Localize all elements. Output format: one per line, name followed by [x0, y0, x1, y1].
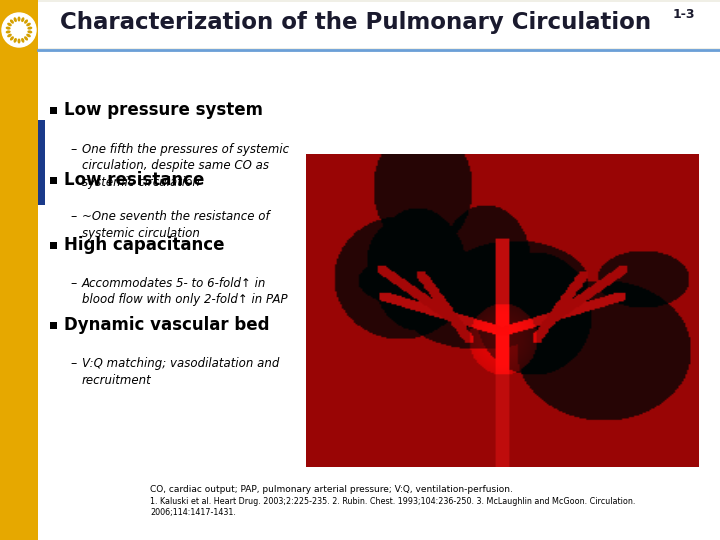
- Text: 2006;114:1417-1431.: 2006;114:1417-1431.: [150, 509, 236, 517]
- FancyBboxPatch shape: [50, 242, 57, 249]
- Text: One fifth the pressures of systemic
circulation, despite same CO as
systemic cir: One fifth the pressures of systemic circ…: [82, 143, 289, 189]
- Ellipse shape: [24, 36, 28, 40]
- Ellipse shape: [24, 19, 28, 24]
- Ellipse shape: [14, 38, 17, 43]
- Text: ~One seventh the resistance of
systemic circulation: ~One seventh the resistance of systemic …: [82, 210, 269, 240]
- FancyBboxPatch shape: [50, 322, 57, 329]
- Text: High capacitance: High capacitance: [64, 236, 225, 254]
- Text: Characterization of the Pulmonary Circulation: Characterization of the Pulmonary Circul…: [60, 11, 651, 35]
- Ellipse shape: [26, 33, 31, 37]
- Ellipse shape: [26, 23, 31, 26]
- FancyBboxPatch shape: [38, 120, 45, 205]
- FancyBboxPatch shape: [38, 482, 720, 540]
- Text: Low pressure system: Low pressure system: [64, 101, 263, 119]
- Ellipse shape: [27, 26, 32, 30]
- Ellipse shape: [10, 19, 14, 24]
- Ellipse shape: [17, 38, 20, 44]
- Text: 1-3: 1-3: [673, 9, 696, 22]
- Ellipse shape: [7, 33, 12, 37]
- Text: Pulmonary vascular system: Pulmonary vascular system: [441, 408, 646, 422]
- FancyBboxPatch shape: [50, 107, 57, 114]
- Circle shape: [2, 13, 36, 47]
- Text: –: –: [70, 143, 76, 156]
- Text: 03/03/04R11/001: 03/03/04R11/001: [43, 529, 104, 535]
- Ellipse shape: [10, 36, 14, 40]
- Ellipse shape: [14, 17, 17, 22]
- FancyBboxPatch shape: [38, 2, 720, 48]
- Text: Low resistance: Low resistance: [64, 171, 204, 189]
- Text: Accommodates 5- to 6-fold↑ in
blood flow with only 2-fold↑ in PAP: Accommodates 5- to 6-fold↑ in blood flow…: [82, 277, 287, 307]
- Ellipse shape: [6, 30, 11, 33]
- Ellipse shape: [7, 23, 12, 26]
- Text: Dynamic vascular bed: Dynamic vascular bed: [64, 316, 269, 334]
- Ellipse shape: [21, 38, 24, 43]
- Text: –: –: [70, 357, 76, 370]
- Text: CO, cardiac output; PAP, pulmonary arterial pressure; V:Q, ventilation-perfusion: CO, cardiac output; PAP, pulmonary arter…: [150, 485, 513, 495]
- Ellipse shape: [6, 26, 11, 30]
- Ellipse shape: [17, 17, 20, 22]
- Text: V:Q matching; vasodilatation and
recruitment: V:Q matching; vasodilatation and recruit…: [82, 357, 279, 387]
- FancyBboxPatch shape: [0, 0, 38, 540]
- Text: –: –: [70, 277, 76, 290]
- Text: –: –: [70, 210, 76, 223]
- Ellipse shape: [21, 17, 24, 22]
- FancyBboxPatch shape: [50, 177, 57, 184]
- Text: 1. Kaluski et al. Heart Drug. 2003;2:225-235. 2. Rubin. Chest. 1993;104:236-250.: 1. Kaluski et al. Heart Drug. 2003;2:225…: [150, 497, 635, 507]
- Ellipse shape: [27, 30, 32, 33]
- FancyBboxPatch shape: [38, 52, 720, 482]
